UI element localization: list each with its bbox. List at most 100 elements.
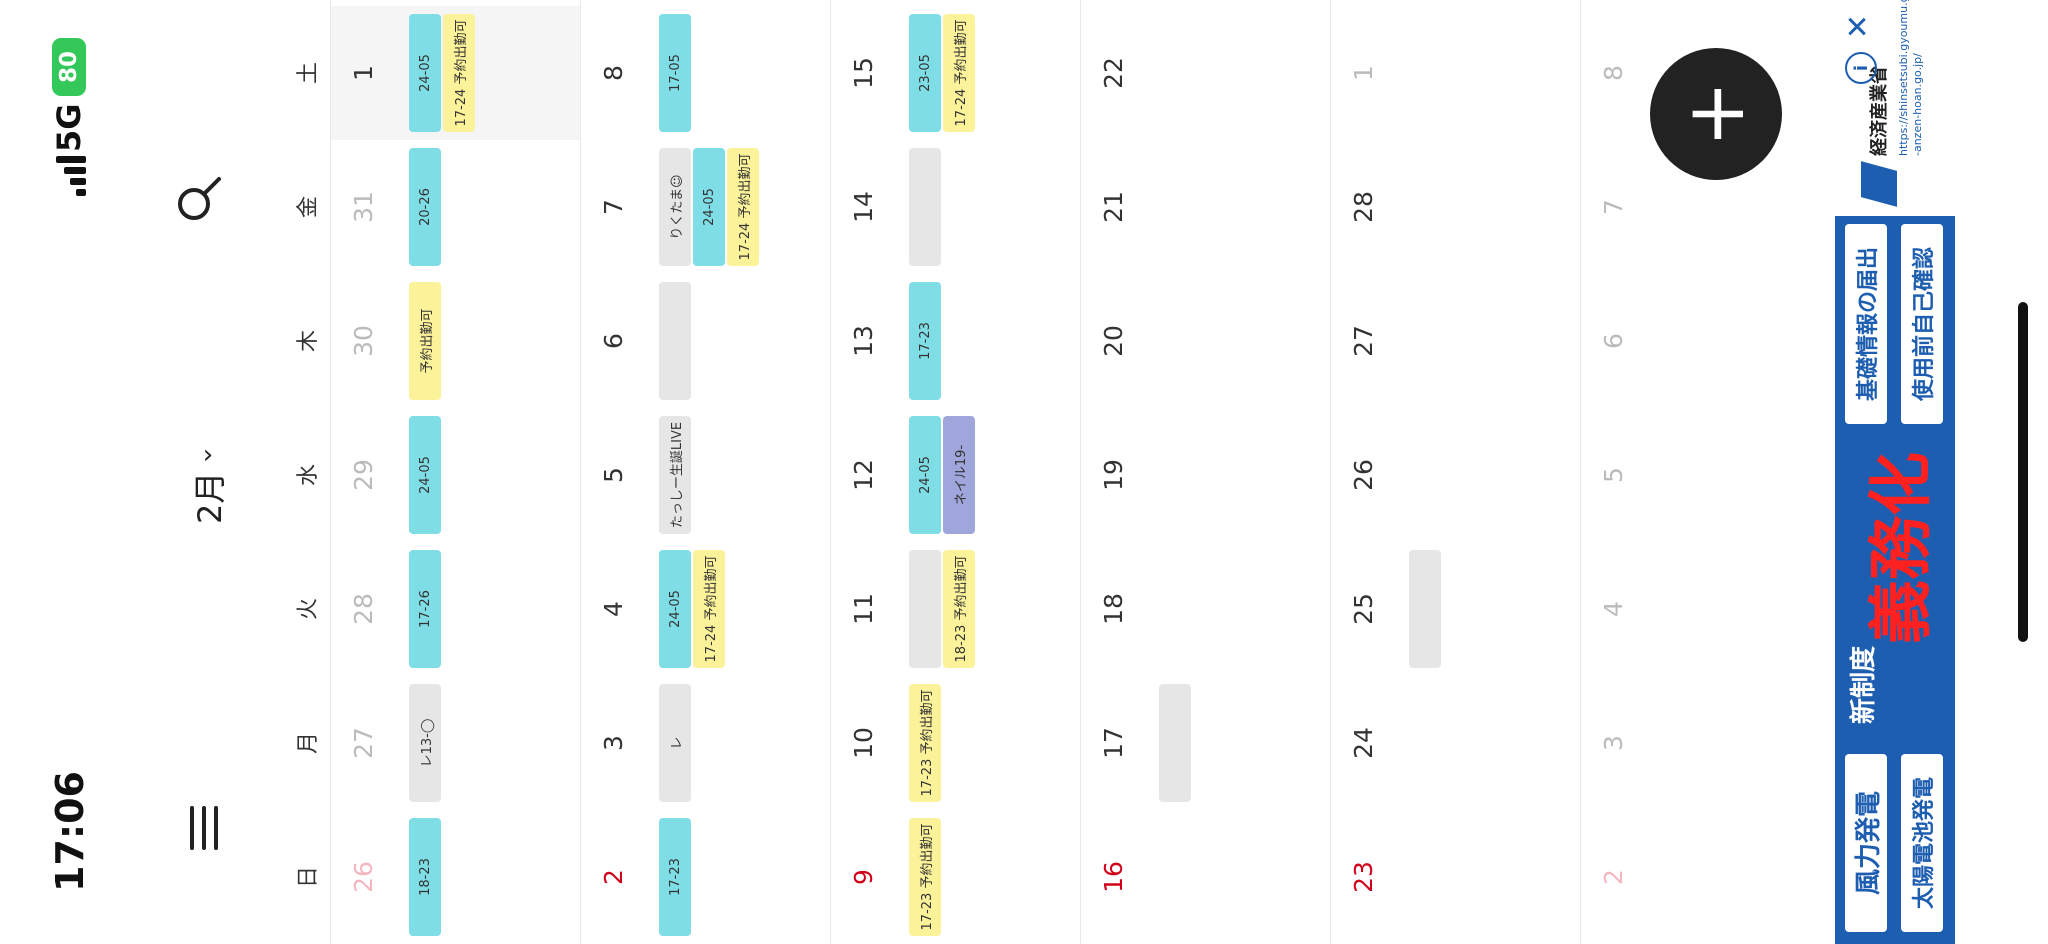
day-cell[interactable]: 27 (1331, 274, 1581, 408)
ad-banner[interactable]: 風力発電 太陽電池発電 新制度 義務化 基礎情報の届出 使用前自己確認 経済産業… (1835, 0, 1955, 944)
event-chip[interactable]: 18-23 (409, 818, 441, 936)
weekday-label: 水 (296, 464, 321, 487)
day-cell[interactable]: 20 (1081, 274, 1331, 408)
day-number: 7 (599, 199, 628, 215)
event-chip[interactable]: 24-05 (409, 14, 441, 132)
event-chip[interactable]: ネイル19- (943, 416, 975, 534)
day-cell[interactable]: 6 (1581, 274, 1831, 408)
ad-new-system: 新制度 (1849, 645, 1879, 724)
day-cell[interactable]: 8 17-05 (581, 6, 831, 140)
day-number: 11 (849, 593, 878, 625)
event-chip[interactable]: 17-05 (659, 14, 691, 132)
day-cell[interactable]: 12 24-05 ネイル19- (831, 408, 1081, 542)
day-number: 19 (1099, 459, 1128, 491)
month-selector[interactable]: 2月 › (185, 439, 231, 524)
chevron-down-icon: › (202, 439, 214, 470)
event-chip[interactable]: 20-26 (409, 148, 441, 266)
day-number: 2 (599, 869, 628, 885)
day-cell[interactable]: 31 20-26 (331, 140, 581, 274)
event-chip[interactable]: たっしー生誕LIVE (659, 416, 691, 534)
day-cell[interactable]: 28 (1331, 140, 1581, 274)
event-chip[interactable]: 17-26 (409, 550, 441, 668)
day-number: 28 (1349, 191, 1378, 223)
day-cell[interactable]: 6 (581, 274, 831, 408)
day-cell[interactable]: 25 (1331, 542, 1581, 676)
day-number: 26 (349, 861, 378, 893)
week-row: 23 24 25 26 27 28 1 (1330, 0, 1581, 944)
event-chip[interactable]: レ (659, 684, 691, 802)
event-chip[interactable] (659, 282, 691, 400)
event-chip[interactable]: りくたま☺ (659, 148, 691, 266)
day-cell[interactable]: 27 レ13-◯ (331, 676, 581, 810)
event-chip[interactable] (909, 550, 941, 668)
day-cell[interactable]: 4 (1581, 542, 1831, 676)
day-cell[interactable]: 13 17-23 (831, 274, 1081, 408)
day-cell[interactable]: 1 24-05 17-24 予約出勤可 (331, 6, 581, 140)
day-cell[interactable]: 2 17-23 (581, 810, 831, 944)
day-cell[interactable]: 19 (1081, 408, 1331, 542)
day-cell[interactable]: 11 18-23 予約出勤可 (831, 542, 1081, 676)
event-chip[interactable]: 17-23 (909, 282, 941, 400)
day-cell[interactable]: 26 (1331, 408, 1581, 542)
status-time: 17:06 (48, 771, 92, 892)
event-chip[interactable]: 17-23 予約出勤可 (909, 684, 941, 802)
day-number: 2 (1599, 869, 1628, 885)
day-cell[interactable]: 2 (1581, 810, 1831, 944)
event-chip[interactable]: 17-24 予約出勤可 (693, 550, 725, 668)
weekday-label: 金 (296, 196, 321, 219)
event-chip[interactable]: 17-23 (659, 818, 691, 936)
day-number: 30 (349, 325, 378, 357)
search-icon[interactable] (176, 176, 222, 222)
add-event-button[interactable]: + (1650, 48, 1782, 180)
day-cell[interactable]: 1 (1331, 6, 1581, 140)
day-number: 3 (599, 735, 628, 751)
day-cell[interactable]: 22 (1081, 6, 1331, 140)
day-number: 14 (849, 191, 878, 223)
event-chip[interactable]: 18-23 予約出勤可 (943, 550, 975, 668)
event-chip[interactable]: 17-24 予約出勤可 (443, 14, 475, 132)
ad-info-icon[interactable]: i (1845, 52, 1877, 84)
status-bar: 17:06 5G 80 (0, 0, 110, 944)
day-number: 1 (1349, 65, 1378, 81)
event-chip[interactable]: 24-05 (909, 416, 941, 534)
event-chip[interactable]: 23-05 (909, 14, 941, 132)
day-cell[interactable]: 29 24-05 (331, 408, 581, 542)
event-chip[interactable]: 24-05 (659, 550, 691, 668)
week-row: 2 17-23 3 レ 4 24-05 17-24 予約出勤可 5 たっしー生誕LIVE 6 7 りく… (580, 0, 831, 944)
event-chip[interactable]: レ13-◯ (409, 684, 441, 802)
weekday-label: 土 (296, 62, 321, 85)
event-chip[interactable] (1159, 684, 1191, 802)
day-cell[interactable]: 24 (1331, 676, 1581, 810)
weekday-label: 火 (296, 598, 321, 621)
day-cell[interactable]: 21 (1081, 140, 1331, 274)
day-cell[interactable]: 9 17-23 予約出勤可 (831, 810, 1081, 944)
day-cell[interactable]: 14 (831, 140, 1081, 274)
event-chip[interactable]: 24-05 (409, 416, 441, 534)
day-cell[interactable]: 5 (1581, 408, 1831, 542)
day-number: 5 (1599, 467, 1628, 483)
ad-close-icon[interactable]: ✕ (1841, 14, 1876, 40)
event-chip[interactable] (909, 148, 941, 266)
day-cell[interactable]: 15 23-05 17-24 予約出勤可 (831, 6, 1081, 140)
event-chip[interactable]: 予約出勤可 (409, 282, 441, 400)
day-cell[interactable]: 26 18-23 (331, 810, 581, 944)
event-chip[interactable]: 17-24 予約出勤可 (943, 14, 975, 132)
day-cell[interactable]: 4 24-05 17-24 予約出勤可 (581, 542, 831, 676)
day-number: 6 (1599, 333, 1628, 349)
day-cell[interactable]: 28 17-26 (331, 542, 581, 676)
day-cell[interactable]: 3 (1581, 676, 1831, 810)
day-cell[interactable]: 10 17-23 予約出勤可 (831, 676, 1081, 810)
event-chip[interactable] (1409, 550, 1441, 668)
day-cell[interactable]: 5 たっしー生誕LIVE (581, 408, 831, 542)
day-cell[interactable]: 16 (1081, 810, 1331, 944)
event-chip[interactable]: 17-23 予約出勤可 (909, 818, 941, 936)
day-cell[interactable]: 30 予約出勤可 (331, 274, 581, 408)
event-chip[interactable]: 17-24 予約出勤可 (727, 148, 759, 266)
day-cell[interactable]: 7 りくたま☺ 24-05 17-24 予約出勤可 (581, 140, 831, 274)
event-chip[interactable]: 24-05 (693, 148, 725, 266)
menu-icon[interactable] (190, 806, 218, 850)
day-cell[interactable]: 23 (1331, 810, 1581, 944)
day-cell[interactable]: 18 (1081, 542, 1331, 676)
day-cell[interactable]: 17 (1081, 676, 1331, 810)
